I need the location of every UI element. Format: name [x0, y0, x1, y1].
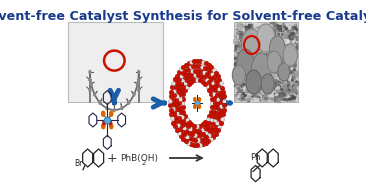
- Circle shape: [194, 105, 196, 108]
- Circle shape: [102, 111, 105, 116]
- Circle shape: [109, 121, 112, 125]
- Circle shape: [137, 82, 138, 85]
- Circle shape: [242, 29, 262, 61]
- Text: 2: 2: [141, 160, 146, 166]
- Circle shape: [252, 53, 271, 83]
- Circle shape: [246, 70, 261, 94]
- Circle shape: [94, 93, 96, 96]
- Circle shape: [138, 79, 140, 82]
- Circle shape: [128, 101, 130, 104]
- Circle shape: [267, 51, 281, 73]
- Text: Br: Br: [74, 159, 82, 168]
- Text: Ph: Ph: [250, 153, 261, 162]
- Circle shape: [113, 108, 115, 111]
- Circle shape: [138, 88, 140, 91]
- Circle shape: [237, 49, 254, 75]
- Circle shape: [138, 70, 140, 73]
- Bar: [68, 22, 163, 102]
- Circle shape: [89, 79, 91, 82]
- Circle shape: [270, 36, 285, 60]
- Text: Solvent-free Catalyst Synthesis for Solvent-free Catalysis: Solvent-free Catalyst Synthesis for Solv…: [0, 10, 366, 23]
- Circle shape: [90, 82, 92, 85]
- Circle shape: [121, 107, 123, 110]
- Circle shape: [198, 105, 201, 108]
- Circle shape: [103, 121, 105, 125]
- Circle shape: [102, 124, 105, 129]
- Circle shape: [89, 70, 91, 73]
- Circle shape: [283, 44, 297, 66]
- Circle shape: [106, 107, 108, 110]
- Circle shape: [278, 63, 290, 81]
- Circle shape: [110, 111, 113, 116]
- Circle shape: [261, 74, 274, 94]
- Circle shape: [89, 88, 91, 91]
- Text: PhB(OH): PhB(OH): [120, 154, 158, 163]
- Bar: [234, 22, 298, 102]
- Circle shape: [133, 93, 135, 96]
- Circle shape: [198, 98, 201, 101]
- Circle shape: [99, 101, 101, 104]
- Circle shape: [232, 65, 245, 85]
- Circle shape: [257, 24, 275, 52]
- Text: +: +: [107, 153, 118, 165]
- Circle shape: [110, 124, 113, 129]
- Circle shape: [194, 98, 196, 101]
